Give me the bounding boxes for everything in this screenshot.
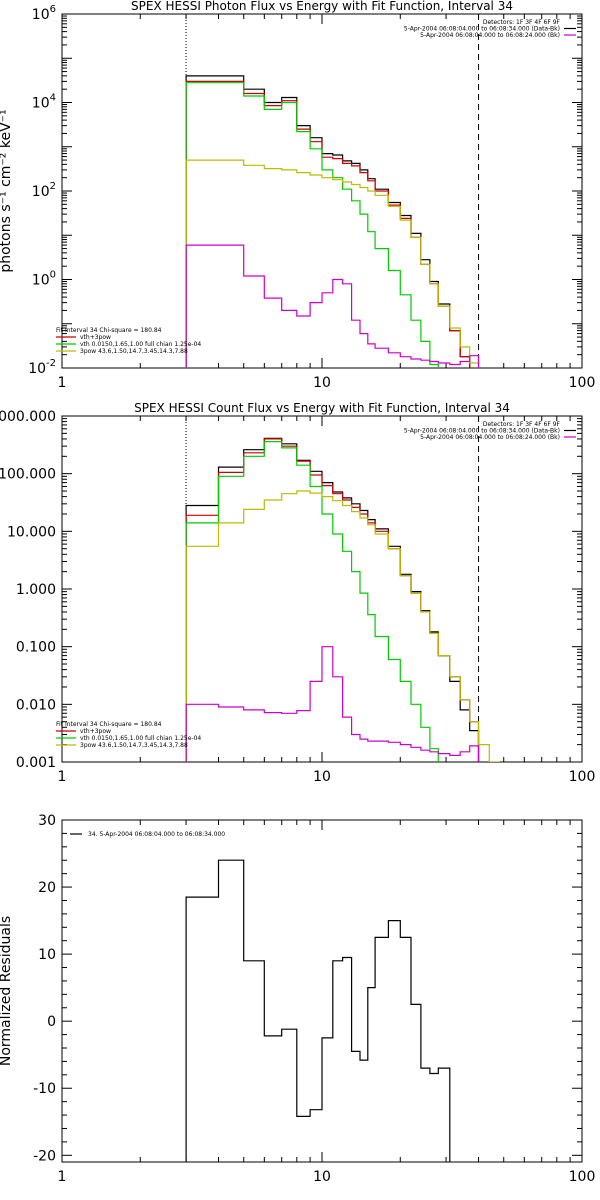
legend-top-right: Detectors: 1F 3F 4F 6F 9F5-Apr-2004 06:0… [404, 19, 576, 39]
x-tick-label: 100 [569, 1169, 596, 1185]
plot-frame [61, 819, 583, 1163]
chart-title: SPEX HESSI Count Flux vs Energy with Fit… [134, 401, 510, 415]
y-tick-label: 104 [32, 93, 56, 112]
legend-entry: 3pow 43.6,1.50,14.7,3.45,14.3,7.88 [80, 348, 188, 355]
series-line-5 [185, 244, 480, 368]
legend-entry: vth 0.0150,1.65,1.00 full chian 1.25e-04 [80, 735, 201, 742]
y-tick-label: 1.000 [16, 582, 56, 598]
series-line-4 [185, 490, 509, 762]
x-tick-label: 10 [313, 1169, 331, 1185]
y-tick-label: 10 [38, 947, 56, 963]
x-tick-label: 100 [569, 769, 596, 785]
chart-panel-1: SPEX HESSI Photon Flux vs Energy with Fi… [0, 0, 596, 391]
x-tick-label: 1 [58, 1169, 67, 1185]
legend-entry: 5-Apr-2004 06:08:04.000 to 06:08:24.000 … [420, 434, 560, 441]
series-line-1 [185, 75, 480, 368]
series-line-3 [185, 441, 451, 762]
y-tick-label: 30 [38, 813, 56, 829]
legend-residuals: 34. 5-Apr-2004 06:08:04.000 to 06:08:34.… [70, 831, 225, 838]
x-tick-label: 1 [58, 769, 67, 785]
plot-frame [61, 415, 583, 763]
series-group [185, 75, 509, 368]
legend-top-right: Detectors: 1F 3F 4F 6F 9F5-Apr-2004 06:0… [404, 421, 576, 441]
series-line-2 [185, 438, 480, 762]
y-tick-label: 100.000 [0, 467, 56, 483]
chart-panel-3: 1 10 100 -20 -10 0 10 20 30 Normalized Residuals 3… [0, 813, 595, 1185]
legend-entry: 3pow 43.6,1.50,14.7,3.45,14.3,7.88 [80, 742, 188, 749]
legend-entry: 5-Apr-2004 06:08:04.000 to 06:08:24.000 … [420, 32, 560, 39]
series-line-3 [185, 82, 461, 368]
y-tick-label: 10.000 [7, 524, 56, 540]
x-tick-label: 10 [313, 375, 331, 391]
legend-entry: 5-Apr-2004 06:08:04.000 to 06:08:34.000 … [404, 26, 560, 33]
y-axis-label: Normalized Residuals [0, 916, 14, 1066]
legend-entry: Detectors: 1F 3F 4F 6F 9F [483, 421, 561, 428]
y-axis-label: photons s⁻¹ cm⁻² keV⁻¹ [0, 109, 14, 272]
y-tick-label: 0 [47, 1014, 56, 1030]
y-tick-label: 100 [32, 270, 56, 289]
x-tick-label: 1 [58, 375, 67, 391]
y-tick-label: 10-2 [28, 358, 56, 377]
y-tick-label: 106 [32, 4, 56, 23]
plot-frame [61, 13, 583, 369]
chart-title: SPEX HESSI Photon Flux vs Energy with Fi… [131, 0, 513, 13]
series-group [185, 437, 509, 762]
y-tick-label: 0.010 [16, 697, 56, 713]
series-line-4 [185, 159, 509, 368]
legend-entry: vth+3pow [80, 728, 111, 735]
y-tick-label: 0.100 [16, 640, 56, 656]
chart-panel-2: SPEX HESSI Count Flux vs Energy with Fit… [0, 401, 595, 785]
fit-legend-header: Fit Interval 34 Chi-square = 180.84 [56, 327, 162, 334]
y-tick-label: -20 [33, 1148, 56, 1164]
legend-entry: vth+3pow [80, 334, 111, 341]
x-tick-label: 10 [313, 769, 331, 785]
fit-legend-header: Fit Interval 34 Chi-square = 180.84 [56, 721, 162, 728]
y-tick-label: 102 [32, 181, 56, 200]
series-line-1 [185, 859, 451, 1162]
legend-entry: 34. 5-Apr-2004 06:08:04.000 to 06:08:34.… [88, 831, 225, 838]
x-tick-label: 100 [569, 375, 596, 391]
legend-entry: Detectors: 1F 3F 4F 6F 9F [483, 19, 561, 26]
series-line-2 [185, 80, 480, 368]
legend-bottom-left: Fit Interval 34 Chi-square = 180.84vth+3… [56, 327, 201, 355]
y-tick-label: -10 [33, 1081, 56, 1097]
y-tick-label: 0.001 [16, 755, 56, 771]
y-tick-label: 20 [38, 880, 56, 896]
legend-bottom-left: Fit Interval 34 Chi-square = 180.84vth+3… [56, 721, 201, 749]
legend-entry: vth 0.0150,1.65,1.00 full chian 1.25e-04 [80, 341, 201, 348]
series-group [185, 859, 451, 1162]
series-line-5 [185, 646, 480, 762]
legend-entry: 5-Apr-2004 06:08:04.000 to 06:08:34.000 … [404, 428, 560, 435]
